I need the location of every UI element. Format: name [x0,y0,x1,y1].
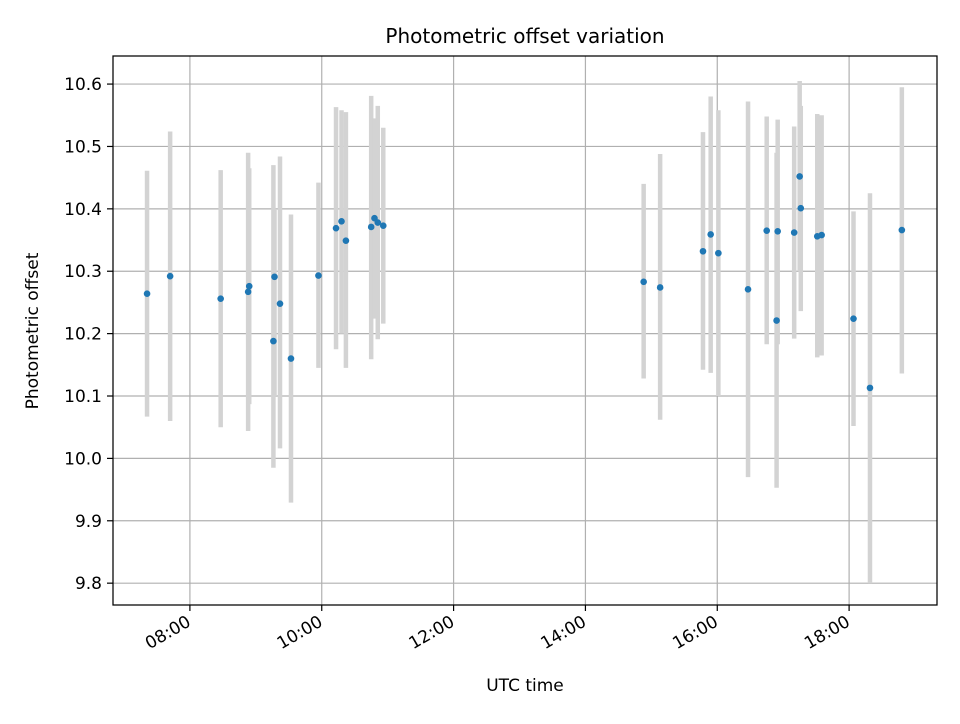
data-point [276,300,284,307]
y-tick-label: 9.8 [75,574,102,594]
data-point [866,384,874,392]
y-tick-label: 10.4 [64,200,102,220]
data-point [143,290,151,297]
data-point [790,229,798,236]
data-point [379,222,387,229]
data-point [332,224,340,232]
data-point [245,282,253,290]
y-axis-label: Photometric offset [23,252,43,409]
data-point [796,173,803,180]
chart-title: Photometric offset variation [385,24,664,48]
data-point [773,317,780,324]
data-point [287,355,295,362]
data-point [338,218,345,225]
data-point [640,278,647,286]
y-tick-label: 10.3 [64,262,102,282]
data-point [315,272,322,279]
data-point [244,288,252,296]
point-layer [143,173,906,392]
y-tick-label: 10.5 [64,137,102,157]
data-point [656,284,664,291]
data-point [271,273,278,281]
x-axis-label: UTC time [486,676,564,696]
data-point [715,249,722,257]
y-tick-label: 10.6 [64,75,102,95]
data-point [850,315,857,322]
data-point [367,223,375,231]
y-tick-label: 10.1 [64,387,102,407]
data-point [763,227,771,234]
data-point [744,286,752,293]
data-point [217,295,224,302]
data-point [898,226,906,234]
data-point [774,228,781,235]
data-point [166,272,174,280]
data-point [797,204,805,212]
y-tick-label: 10.2 [64,325,102,345]
data-point [699,247,707,255]
y-tick-label: 9.9 [75,512,102,532]
data-point [270,337,277,345]
axes-frame [112,55,938,606]
data-point [374,219,382,226]
data-point [818,231,825,239]
data-point [342,237,350,244]
data-point [707,231,714,238]
y-tick-label: 10.0 [64,449,102,469]
